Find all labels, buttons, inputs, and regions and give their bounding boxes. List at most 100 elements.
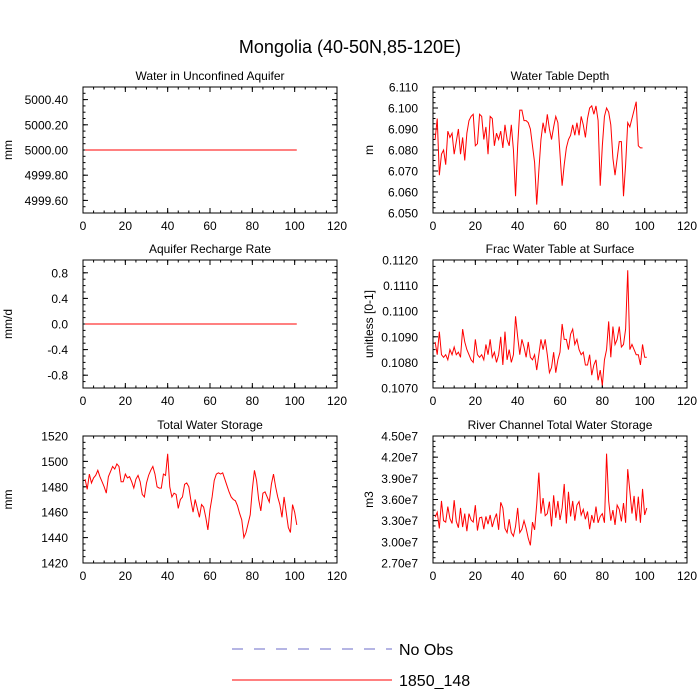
aquifer-water-xtick-label: 80 bbox=[246, 219, 260, 233]
frac-water-table-ytick-label: 0.1080 bbox=[381, 356, 418, 370]
frac-water-table-series-line bbox=[434, 270, 647, 386]
frac-water-table-xtick-label: 40 bbox=[511, 394, 525, 408]
water-table-depth-xtick-label: 120 bbox=[677, 219, 697, 233]
frac-water-table-xtick-label: 60 bbox=[553, 394, 567, 408]
water-table-depth-xtick-label: 60 bbox=[553, 219, 567, 233]
river-storage-xtick-label: 120 bbox=[677, 569, 697, 583]
frac-water-table-frame bbox=[432, 259, 688, 389]
total-water-storage-series-line bbox=[84, 453, 298, 540]
river-storage-xtick-label: 100 bbox=[635, 569, 655, 583]
frac-water-table-ytick-label: 0.1120 bbox=[382, 254, 418, 268]
total-water-storage-ytick-label: 1440 bbox=[41, 531, 68, 545]
recharge-rate-xtick-label: 0 bbox=[80, 394, 87, 408]
river-storage-ytick-label: 3.00e7 bbox=[381, 535, 418, 549]
total-water-storage-panel: Total Water Storage 0 20 40 60 80 100 120 1420 14… bbox=[1, 418, 347, 583]
water-table-depth-xtick-label: 0 bbox=[430, 219, 437, 233]
water-table-depth-title: Water Table Depth bbox=[511, 69, 610, 83]
water-table-depth-xtick-label: 80 bbox=[596, 219, 610, 233]
recharge-rate-xtick-label: 60 bbox=[203, 394, 217, 408]
aquifer-water-ytick-label: 5000.40 bbox=[25, 93, 69, 107]
total-water-storage-xtick-label: 80 bbox=[246, 569, 260, 583]
total-water-storage-xtick-label: 120 bbox=[327, 569, 347, 583]
river-storage-ylabel: m3 bbox=[362, 491, 376, 508]
aquifer-water-xtick-label: 40 bbox=[161, 219, 175, 233]
water-table-depth-series-line bbox=[434, 101, 643, 205]
aquifer-water-xtick-label: 120 bbox=[327, 219, 347, 233]
aquifer-water-ytick-label: 5000.00 bbox=[25, 144, 69, 158]
river-storage-ytick-label: 4.20e7 bbox=[381, 451, 418, 465]
aquifer-water-ytick-label: 4999.60 bbox=[25, 194, 69, 208]
water-table-depth-xtick-label: 40 bbox=[511, 219, 525, 233]
river-storage-xtick-label: 20 bbox=[469, 569, 483, 583]
water-table-depth-ytick-label: 6.100 bbox=[388, 102, 418, 116]
aquifer-water-panel: Water in Unconfined Aquifer 0 20 40 60 80 100 1… bbox=[1, 69, 347, 233]
river-storage-ytick-label: 3.30e7 bbox=[381, 514, 418, 528]
water-table-depth-ytick-label: 6.050 bbox=[388, 207, 418, 221]
total-water-storage-ylabel: mm bbox=[1, 490, 15, 510]
frac-water-table-panel: Frac Water Table at Surface 0 20 40 60 80 100 1… bbox=[362, 242, 697, 408]
recharge-rate-ytick-label: 0.0 bbox=[51, 318, 68, 332]
river-storage-xtick-label: 80 bbox=[596, 569, 610, 583]
recharge-rate-ytick-label: -0.4 bbox=[47, 343, 68, 357]
total-water-storage-xtick-label: 20 bbox=[119, 569, 133, 583]
total-water-storage-frame bbox=[82, 435, 338, 564]
frac-water-table-ylabel: unitless [0-1] bbox=[362, 290, 376, 358]
recharge-rate-xtick-label: 120 bbox=[327, 394, 347, 408]
recharge-rate-xtick-label: 80 bbox=[246, 394, 260, 408]
total-water-storage-ytick-label: 1460 bbox=[41, 506, 68, 520]
river-storage-panel: River Channel Total Water Storage 0 20 40 60… bbox=[362, 418, 697, 583]
legend: No Obs 1850_148 bbox=[232, 642, 470, 690]
total-water-storage-xtick-label: 40 bbox=[161, 569, 175, 583]
water-table-depth-ylabel: m bbox=[362, 145, 376, 155]
legend-obs-label: No Obs bbox=[399, 642, 453, 659]
frac-water-table-ytick-label: 0.1070 bbox=[381, 382, 418, 396]
river-storage-xtick-label: 60 bbox=[553, 569, 567, 583]
total-water-storage-ytick-label: 1480 bbox=[41, 480, 68, 494]
total-water-storage-xtick-label: 0 bbox=[80, 569, 87, 583]
river-storage-ytick-label: 3.90e7 bbox=[381, 472, 418, 486]
aquifer-water-xtick-label: 100 bbox=[285, 219, 305, 233]
river-storage-series-line bbox=[434, 453, 648, 546]
river-storage-ytick-label: 3.60e7 bbox=[381, 493, 418, 507]
aquifer-water-ytick-label: 5000.20 bbox=[25, 118, 69, 132]
aquifer-water-ylabel: mm bbox=[1, 140, 15, 160]
aquifer-water-xtick-label: 60 bbox=[203, 219, 217, 233]
recharge-rate-xtick-label: 100 bbox=[285, 394, 305, 408]
recharge-rate-ytick-label: 0.8 bbox=[51, 266, 68, 280]
frac-water-table-ytick-label: 0.1110 bbox=[383, 279, 418, 293]
water-table-depth-ytick-label: 6.070 bbox=[388, 165, 418, 179]
total-water-storage-ytick-label: 1500 bbox=[41, 455, 68, 469]
frac-water-table-ytick-label: 0.1100 bbox=[382, 305, 418, 319]
legend-model-label: 1850_148 bbox=[399, 673, 470, 690]
aquifer-water-xtick-label: 20 bbox=[119, 219, 133, 233]
recharge-rate-ytick-label: -0.8 bbox=[47, 369, 68, 383]
river-storage-xtick-label: 40 bbox=[511, 569, 525, 583]
total-water-storage-ytick-label: 1520 bbox=[41, 430, 68, 444]
water-table-depth-xtick-label: 100 bbox=[635, 219, 655, 233]
frac-water-table-title: Frac Water Table at Surface bbox=[486, 242, 635, 256]
frac-water-table-xtick-label: 20 bbox=[469, 394, 483, 408]
frac-water-table-ytick-label: 0.1090 bbox=[381, 330, 418, 344]
recharge-rate-ylabel: mm/d bbox=[1, 309, 15, 339]
water-table-depth-ytick-label: 6.080 bbox=[388, 144, 418, 158]
river-storage-ytick-label: 4.50e7 bbox=[381, 430, 418, 444]
water-table-depth-ytick-label: 6.090 bbox=[388, 123, 418, 137]
river-storage-title: River Channel Total Water Storage bbox=[468, 418, 653, 432]
frac-water-table-xtick-label: 80 bbox=[596, 394, 610, 408]
total-water-storage-xtick-label: 100 bbox=[285, 569, 305, 583]
recharge-rate-ytick-label: 0.4 bbox=[51, 292, 68, 306]
total-water-storage-title: Total Water Storage bbox=[157, 418, 263, 432]
total-water-storage-ytick-label: 1420 bbox=[41, 557, 68, 571]
recharge-rate-xtick-label: 20 bbox=[119, 394, 133, 408]
recharge-rate-xtick-label: 40 bbox=[161, 394, 175, 408]
total-water-storage-xtick-label: 60 bbox=[203, 569, 217, 583]
frac-water-table-xtick-label: 120 bbox=[677, 394, 697, 408]
aquifer-water-ytick-label: 4999.80 bbox=[25, 169, 69, 183]
frac-water-table-xtick-label: 100 bbox=[635, 394, 655, 408]
recharge-rate-title: Aquifer Recharge Rate bbox=[149, 242, 271, 256]
aquifer-water-xtick-label: 0 bbox=[80, 219, 87, 233]
figure-title: Mongolia (40-50N,85-120E) bbox=[239, 37, 461, 57]
river-storage-frame bbox=[432, 435, 688, 564]
